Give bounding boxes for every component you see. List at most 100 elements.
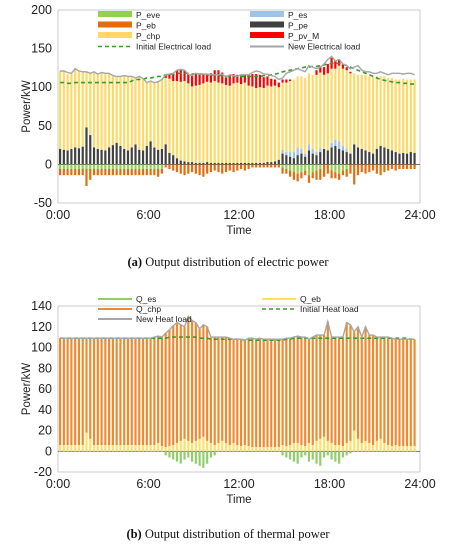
x-axis-label: Time [226, 494, 251, 506]
caption-electric-label: (a) [127, 255, 143, 269]
legend-label-q_eb: Q_eb [300, 296, 321, 304]
bar-eve [311, 164, 314, 173]
bar-pe [85, 127, 88, 165]
y-tick-label: 20 [38, 424, 52, 438]
bar-q_es [198, 451, 201, 466]
bar-eve [285, 164, 288, 170]
bar-q_chp [141, 338, 145, 446]
bar-q_eb [379, 438, 382, 452]
bar-pv [187, 74, 190, 84]
bar-chp [398, 79, 401, 154]
bar-pv [221, 72, 224, 84]
bar-chp [130, 76, 133, 148]
bar-chp [266, 85, 269, 163]
bar-chp [96, 74, 99, 149]
y-tick-label: 100 [31, 341, 52, 355]
bar-q_chp [183, 326, 186, 439]
bar-chp [375, 76, 378, 149]
bar-eve [126, 164, 130, 170]
bar-eb [255, 164, 258, 168]
bar-q_es [213, 451, 216, 456]
bar-pv [194, 73, 197, 86]
bar-chp [104, 73, 107, 151]
bar-pv [217, 70, 220, 83]
bar-eb [375, 164, 378, 174]
bar-chp [345, 70, 348, 149]
bar-pe [364, 150, 367, 165]
bar-q_eb [292, 442, 295, 452]
y-tick-label: -20 [34, 465, 52, 479]
bar-eb [134, 169, 137, 176]
bar-chp [353, 73, 356, 145]
plot-frame [57, 9, 421, 204]
bar-es [300, 148, 303, 154]
bar-q_eb [202, 436, 205, 452]
bar-q_chp [115, 338, 118, 446]
bar-eb [277, 164, 280, 168]
bar-q_eb [247, 446, 250, 452]
bar-eb [262, 164, 265, 168]
bar-eve [319, 164, 322, 170]
bar-pe [371, 153, 375, 165]
bar-q_chp [209, 337, 213, 443]
bar-q_eb [100, 445, 103, 452]
bar-q_es [209, 451, 213, 458]
bar-chp [190, 86, 194, 163]
bar-chp [307, 73, 311, 145]
bar-q_es [281, 451, 284, 456]
bar-pe [160, 148, 163, 165]
y-tick-label: 80 [38, 361, 52, 375]
bar-q_chp [89, 338, 92, 439]
bar-q_eb [375, 440, 378, 452]
bar-q_eb [81, 445, 84, 452]
bar-pv [270, 78, 273, 87]
bar-q_chp [243, 340, 246, 446]
bar-es [330, 142, 333, 148]
bar-chp [62, 70, 65, 150]
bar-chp [251, 86, 254, 163]
bar-q_chp [349, 324, 352, 441]
bar-q_chp [168, 329, 171, 447]
bar-chp [183, 81, 186, 162]
bar-q_eb [390, 446, 394, 452]
bar-q_chp [247, 338, 250, 447]
bar-eb [138, 169, 141, 176]
bar-q_eb [172, 445, 175, 452]
bar-q_chp [345, 322, 348, 443]
bar-q_chp [123, 338, 126, 446]
bar-chp [224, 84, 228, 163]
bar-q_eb [322, 436, 326, 452]
bar-chp [405, 79, 409, 154]
bar-eb [394, 164, 397, 171]
bar-q_eb [206, 440, 209, 452]
bar-pe [224, 162, 228, 165]
bar-eve [123, 164, 126, 170]
bar-chp [123, 75, 126, 149]
bar-q_eb [258, 447, 262, 452]
bar-eb [190, 164, 194, 173]
bar-pe [300, 153, 303, 165]
x-tick-label: 6:00 [136, 477, 160, 491]
bar-q_eb [74, 445, 77, 452]
bar-es [311, 148, 314, 154]
bar-eve [70, 164, 73, 170]
bar-pv [209, 73, 213, 83]
bar-pe [296, 155, 299, 165]
bar-pe [379, 145, 382, 165]
bar-chp [168, 78, 171, 153]
bar-q_chp [281, 339, 284, 446]
bar-chp [368, 76, 371, 153]
bar-q_es [292, 451, 295, 462]
bar-q_chp [383, 337, 386, 443]
bar-pe [292, 158, 295, 165]
bar-pe [157, 149, 160, 165]
bar-chp [153, 82, 156, 148]
bar-chp [74, 68, 77, 148]
bar-es [307, 144, 311, 151]
bar-q_chp [100, 338, 103, 446]
bar-eve [81, 164, 84, 170]
bar-q_chp [92, 338, 96, 446]
bar-es [296, 147, 299, 156]
bar-eb [258, 164, 262, 168]
bar-q_es [202, 451, 205, 468]
